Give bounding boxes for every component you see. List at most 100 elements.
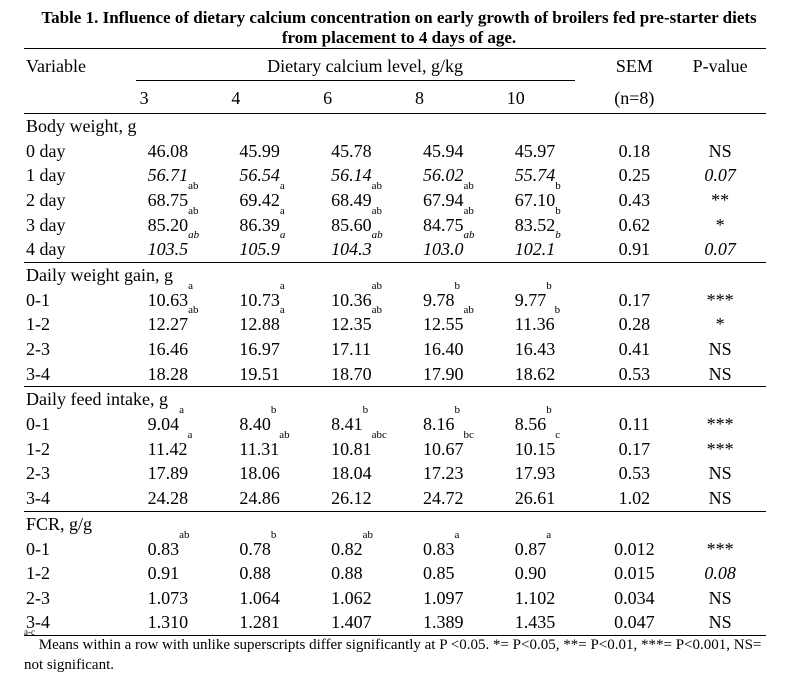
- pvalue-cell: NS: [708, 587, 732, 608]
- sem-cell: 0.047: [594, 610, 675, 637]
- value-cell: 17.89: [136, 462, 228, 487]
- header-row-1: Variable Dietary calcium level, g/kg SEM…: [24, 48, 766, 83]
- value-number: 18.70: [331, 363, 372, 384]
- superscript-letter: ab: [371, 204, 383, 217]
- value-number: 0.87: [514, 538, 547, 559]
- value-cell: 84.75ab: [411, 205, 503, 238]
- superscript-letter: b: [454, 404, 460, 417]
- pvalue-cell: 0.07: [704, 165, 736, 186]
- superscript-letter: b: [546, 279, 552, 292]
- value-number: 0.83: [147, 538, 180, 559]
- value-cell: 67.94ab: [411, 180, 503, 213]
- sem-cell: 0.17: [618, 289, 651, 310]
- superscript-letter: a: [279, 179, 285, 192]
- table-row: 2-3 16.46 16.97 17.11 16.40 16.43 0.41 NS: [24, 337, 766, 362]
- value-cell: 1.073: [136, 586, 228, 611]
- table-row: 3-4 24.28 24.86 26.12 24.72 26.61 1.02 NS: [24, 486, 766, 511]
- value-number: 12.27: [147, 314, 189, 335]
- value-number: 68.75: [147, 189, 189, 210]
- value-number: 84.75: [422, 214, 464, 235]
- level-6-header: 6: [323, 87, 333, 108]
- value-cell: 0.85: [411, 561, 503, 586]
- value-cell: 102.1b: [503, 230, 595, 262]
- value-cell: 1.281: [227, 610, 320, 637]
- value-cell: 56.14: [319, 164, 411, 189]
- superscript-letter: b: [454, 279, 460, 292]
- value-number: 0.83: [422, 538, 455, 559]
- value-number: 56.14: [331, 165, 372, 186]
- pvalue-cell: ***: [706, 538, 734, 559]
- value-number: 18.06: [239, 463, 280, 484]
- pvalue-cell: NS: [674, 610, 766, 637]
- value-number: 45.94: [422, 140, 464, 161]
- sem-cell: 0.62: [618, 214, 651, 235]
- value-cell: 18.06: [227, 462, 319, 487]
- superscript-letter: ab: [279, 428, 290, 441]
- value-number: 1.064: [239, 587, 280, 608]
- value-cell: 24.72: [411, 486, 503, 511]
- value-cell: 26.61: [503, 486, 595, 511]
- superscript-letter: a: [179, 404, 185, 417]
- value-cell: 104.3ab: [319, 230, 411, 262]
- row-label: 0-1: [26, 538, 50, 559]
- value-number: 10.36: [331, 289, 372, 310]
- value-cell: 19.51: [227, 362, 319, 387]
- table-row: 0-1 0.83ab 0.78b 0.82ab 0.83a 0.87a 0.012 ***: [24, 529, 766, 562]
- value-number: 24.28: [147, 487, 189, 508]
- value-number: 16.46: [147, 338, 189, 359]
- table-row: 2 day 68.75ab 69.42a 68.49ab 67.94ab 67.10b 0.…: [24, 180, 766, 213]
- value-cell: 103.5ab: [136, 230, 228, 262]
- sem-cell: 0.11: [618, 414, 650, 435]
- level-8-header: 8: [414, 87, 424, 108]
- table-row: 3-4 1.310 1.281 1.407 1.389 1.435 0.047 NS: [24, 610, 766, 637]
- value-cell: 45.94: [411, 139, 503, 164]
- value-number: 9.77: [514, 289, 547, 310]
- sem-cell: 0.25: [618, 165, 651, 186]
- value-cell: 17.90: [411, 362, 503, 387]
- pvalue-cell: NS: [708, 463, 732, 484]
- value-cell: 11.31ab: [227, 429, 319, 462]
- superscript-letter: ab: [188, 179, 199, 192]
- pvalue-header: P-value: [674, 48, 766, 83]
- sem-cell: 0.28: [618, 314, 651, 335]
- value-number: 10.81: [331, 438, 372, 459]
- value-number: 104.3: [331, 239, 372, 260]
- value-number: 10.73: [239, 289, 280, 310]
- table-caption: Table 1. Influence of dietary calcium co…: [41, 8, 757, 47]
- value-cell: 10.36ab: [319, 280, 411, 313]
- value-number: 103.0: [422, 239, 464, 260]
- value-number: 8.40: [239, 414, 271, 435]
- value-cell: 1.062: [319, 586, 411, 611]
- value-number: 1.062: [331, 587, 372, 608]
- level-4-header: 4: [231, 87, 241, 108]
- value-number: 11.42: [147, 438, 188, 459]
- value-cell: 0.88: [319, 561, 411, 586]
- value-number: 1.102: [514, 587, 556, 608]
- value-cell: 0.87a: [503, 529, 595, 562]
- value-cell: 9.04a: [136, 405, 228, 437]
- superscript-letter: ab: [371, 179, 383, 192]
- superscript-letter: a: [279, 279, 285, 292]
- superscript-letter: ab: [371, 229, 383, 242]
- value-cell: 103.0ab: [411, 230, 503, 262]
- value-cell: 17.11: [319, 337, 411, 362]
- row-label: 1-2: [26, 438, 50, 459]
- value-cell: 85.60ab: [319, 205, 411, 238]
- superscript-letter: a: [279, 304, 285, 317]
- value-cell: 1.310: [135, 610, 228, 637]
- superscript-letter: ab: [371, 304, 383, 317]
- value-number: 8.41: [331, 414, 363, 435]
- table-row: 1-2 11.42a 11.31ab 10.81abc 10.67bc 10.15c 0.1…: [24, 429, 766, 462]
- value-number: 8.16: [422, 414, 455, 435]
- value-cell: 0.88: [227, 561, 319, 586]
- value-cell: 1.102: [503, 586, 595, 611]
- row-label: 3-4: [26, 363, 50, 384]
- value-cell: 17.23: [411, 462, 503, 487]
- value-number: 1.281: [239, 612, 280, 633]
- superscript-letter: bc: [463, 428, 474, 441]
- value-number: 103.5: [147, 239, 189, 260]
- value-cell: 8.40b: [227, 405, 319, 437]
- value-number: 55.74: [514, 165, 556, 186]
- value-number: 1.407: [331, 612, 372, 633]
- row-label: 2-3: [26, 338, 50, 359]
